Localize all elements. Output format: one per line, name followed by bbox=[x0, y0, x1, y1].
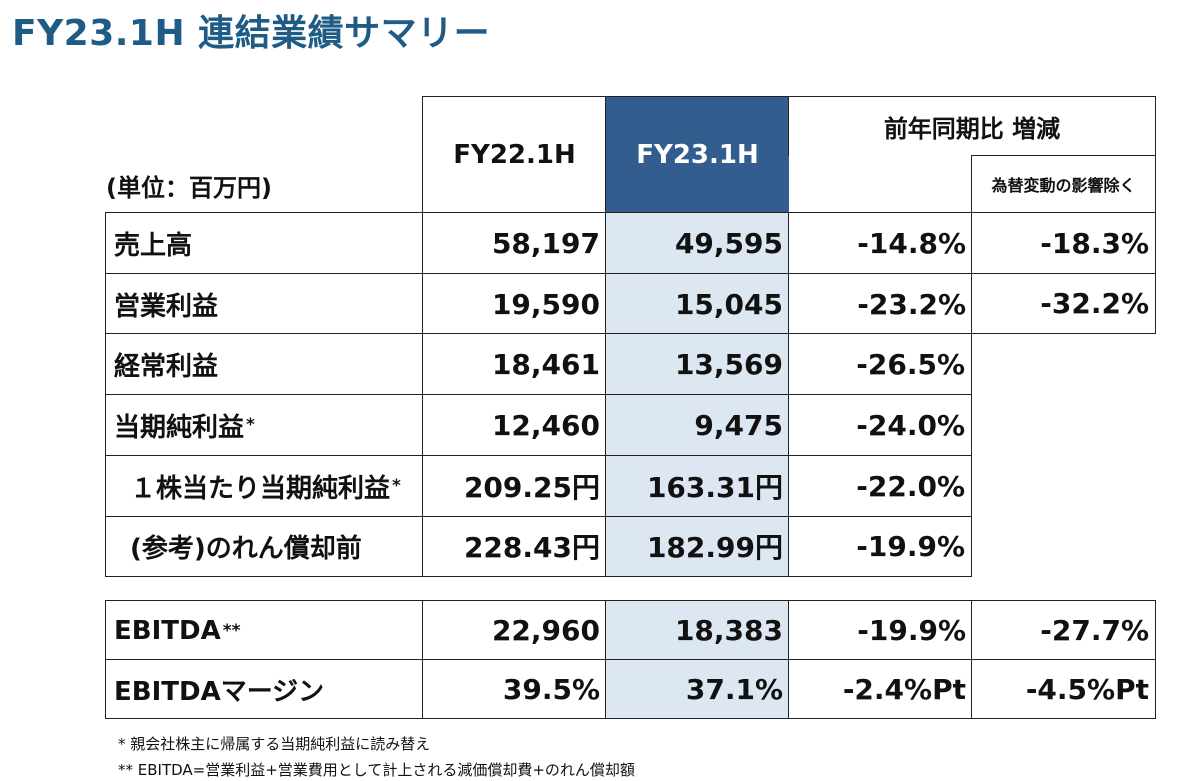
ebitda_rows-row-0-fx: -27.7% bbox=[971, 600, 1156, 660]
rows-yoy-text: -24.0% bbox=[856, 408, 965, 442]
rows-row-0-label: 売上高 bbox=[105, 212, 423, 274]
rows-row-1-yoy: -23.2% bbox=[788, 272, 972, 335]
rows-prev-text: 12,460 bbox=[491, 408, 600, 442]
rows-yoy-text: -19.9% bbox=[856, 529, 965, 563]
rows-label-text: (参考)のれん償却前 bbox=[130, 533, 362, 564]
rows-row-4-yoy: -22.0% bbox=[788, 454, 972, 517]
ebitda_rows-curr-text: 18,383 bbox=[674, 614, 783, 647]
ebitda_rows-label-text: EBITDAマージン bbox=[114, 676, 325, 707]
rows-row-1-label: 営業利益 bbox=[105, 272, 423, 335]
rows-label-text: 経常利益 bbox=[114, 352, 219, 383]
footnote-1: * 親会社株主に帰属する当期純利益に読み替え bbox=[118, 735, 431, 753]
ebitda_rows-row-0-yoy: -19.9% bbox=[788, 600, 972, 660]
ebitda_rows-row-0-prev: 22,960 bbox=[422, 600, 606, 660]
rows-label-text: 営業利益 bbox=[114, 291, 219, 322]
rows-row-3-yoy: -24.0% bbox=[788, 394, 972, 456]
rows-yoy-text: -23.2% bbox=[857, 287, 966, 321]
rows-row-0-curr: 49,595 bbox=[605, 212, 789, 274]
page-title: FY23.1H 連結業績サマリー bbox=[12, 13, 491, 54]
rows-prev-text: 58,197 bbox=[491, 226, 600, 260]
ebitda_rows-fx-text: -27.7% bbox=[1040, 614, 1149, 647]
rows-curr-text: 163.31円 bbox=[646, 471, 783, 505]
rows-prev-text: 228.43円 bbox=[463, 531, 600, 565]
header-yoy: 前年同期比 増減 bbox=[788, 96, 1156, 156]
unit-label: (単位：百万円) bbox=[106, 174, 272, 202]
rows-row-0-fx: -18.3% bbox=[971, 212, 1156, 274]
rows-row-3-curr: 9,475 bbox=[605, 394, 789, 456]
rows-row-0-prev: 58,197 bbox=[422, 212, 606, 274]
rows-prev-text: 209.25円 bbox=[463, 471, 600, 505]
ebitda_rows-prev-text: 39.5% bbox=[502, 672, 600, 706]
ebitda_rows-yoy-text: -2.4%Pt bbox=[842, 672, 966, 706]
footnote-mark: * bbox=[392, 476, 401, 497]
ebitda_rows-label-text: EBITDA bbox=[114, 615, 221, 646]
ebitda_rows-row-0-curr: 18,383 bbox=[605, 600, 789, 660]
rows-row-0-yoy: -14.8% bbox=[788, 212, 972, 274]
ebitda_rows-yoy-text: -19.9% bbox=[857, 614, 966, 647]
rows-row-3-label: 当期純利益 * bbox=[105, 394, 423, 456]
rows-row-1-fx: -32.2% bbox=[971, 272, 1156, 335]
rows-label-text: 当期純利益 bbox=[114, 412, 245, 443]
rows-row-2-yoy: -26.5% bbox=[788, 333, 972, 396]
rows-yoy-text: -26.5% bbox=[856, 348, 965, 382]
rows-row-5-yoy: -19.9% bbox=[788, 515, 972, 578]
rows-row-3-prev: 12,460 bbox=[422, 394, 606, 456]
ebitda_rows-row-1-fx: -4.5%Pt bbox=[971, 659, 1156, 719]
ebitda_rows-prev-text: 22,960 bbox=[491, 614, 600, 647]
rows-prev-text: 19,590 bbox=[491, 287, 600, 321]
rows-row-4-curr: 163.31円 bbox=[605, 454, 789, 517]
rows-curr-text: 15,045 bbox=[674, 287, 783, 321]
ebitda_rows-row-1-curr: 37.1% bbox=[605, 659, 789, 719]
ebitda_rows-row-1-label: EBITDAマージン bbox=[105, 659, 423, 719]
rows-label-text: １株当たり当期純利益 bbox=[130, 473, 391, 504]
header-fx-excluded: 為替変動の影響除く bbox=[971, 155, 1156, 212]
footnote-mark: * bbox=[246, 415, 255, 436]
footnote-2: ** EBITDA=営業利益+営業費用として計上される減価償却費+のれん償却額 bbox=[118, 761, 635, 779]
highlight-column bbox=[605, 212, 789, 576]
rows-row-2-curr: 13,569 bbox=[605, 333, 789, 396]
rows-row-1-prev: 19,590 bbox=[422, 272, 606, 335]
rows-label-text: 売上高 bbox=[114, 230, 193, 261]
rows-row-1-curr: 15,045 bbox=[605, 272, 789, 335]
rows-row-4-label: １株当たり当期純利益 * bbox=[105, 454, 423, 517]
rows-fx-text: -18.3% bbox=[1040, 226, 1149, 260]
rows-row-2-prev: 18,461 bbox=[422, 333, 606, 396]
rows-curr-text: 49,595 bbox=[674, 226, 783, 260]
footnote-mark: ** bbox=[222, 620, 241, 641]
ebitda_rows-curr-text: 37.1% bbox=[685, 672, 783, 706]
ebitda_rows-fx-text: -4.5%Pt bbox=[1025, 672, 1149, 706]
rows-row-5-prev: 228.43円 bbox=[422, 515, 606, 578]
rows-yoy-text: -14.8% bbox=[857, 226, 966, 260]
ebitda_rows-row-1-yoy: -2.4%Pt bbox=[788, 659, 972, 719]
rows-yoy-text: -22.0% bbox=[856, 469, 965, 503]
rows-curr-text: 182.99円 bbox=[646, 531, 783, 565]
rows-curr-text: 13,569 bbox=[674, 348, 783, 382]
rows-fx-text: -32.2% bbox=[1040, 287, 1149, 321]
rows-row-4-prev: 209.25円 bbox=[422, 454, 606, 517]
header-fy22: FY22.1H bbox=[422, 96, 606, 212]
rows-row-5-curr: 182.99円 bbox=[605, 515, 789, 578]
rows-curr-text: 9,475 bbox=[694, 408, 783, 442]
ebitda_rows-row-1-prev: 39.5% bbox=[422, 659, 606, 719]
header-fy23: FY23.1H bbox=[605, 96, 789, 212]
rows-row-5-label: (参考)のれん償却前 bbox=[105, 515, 423, 578]
rows-row-2-label: 経常利益 bbox=[105, 333, 423, 396]
rows-prev-text: 18,461 bbox=[491, 348, 600, 382]
ebitda_rows-row-0-label: EBITDA ** bbox=[105, 600, 423, 660]
